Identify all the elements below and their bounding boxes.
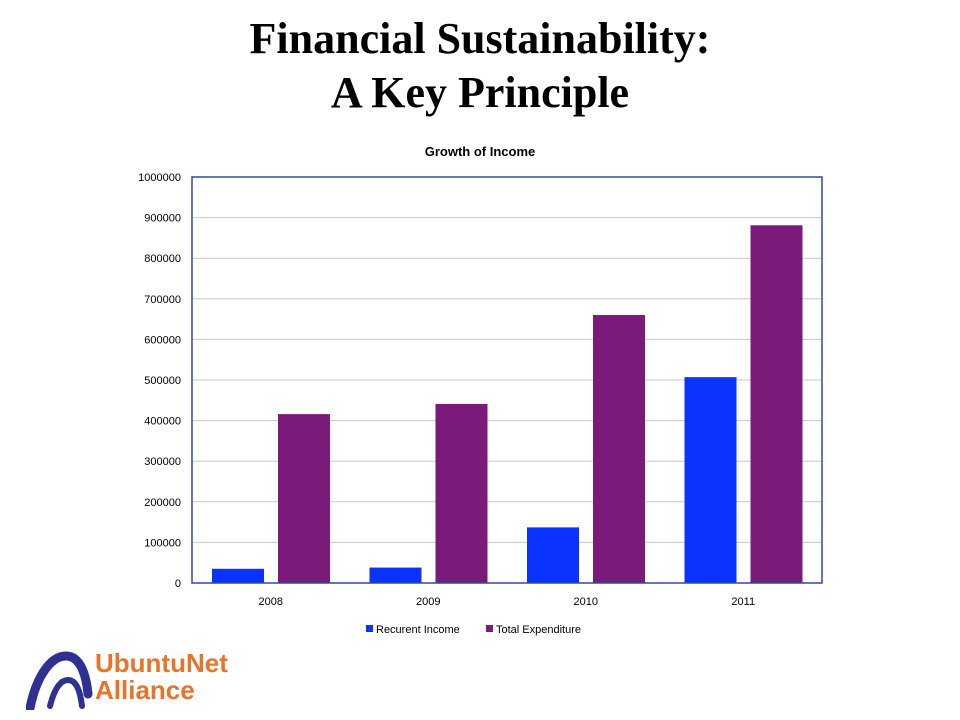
- bar-total-expenditure-2009: [435, 403, 488, 583]
- bar-recurent-income-2008: [212, 568, 264, 583]
- x-tick-label: 2011: [731, 596, 755, 608]
- legend-label: Total Expenditure: [496, 624, 581, 636]
- y-axis-ticks: 0 100000 200000 300000 400000 500000 600000 700…: [138, 172, 181, 590]
- logo-swoosh-inner-icon: [47, 676, 85, 709]
- logo-line-1: UbuntuNet: [95, 648, 228, 678]
- y-tick-label: 500000: [144, 375, 181, 387]
- slide-title-line-2: A Key Principle: [330, 68, 630, 117]
- slide-title-line-1: Financial Sustainability:: [249, 14, 711, 63]
- y-tick-label: 1000000: [138, 172, 181, 184]
- y-tick-label: 400000: [144, 416, 181, 428]
- logo-swoosh-icon: [26, 651, 93, 710]
- x-tick-label: 2010: [574, 596, 598, 608]
- bar-total-expenditure-2011: [750, 225, 803, 583]
- y-tick-label: 0: [175, 578, 181, 590]
- bar-total-expenditure-2008: [278, 414, 330, 583]
- y-tick-label: 900000: [144, 213, 181, 225]
- bar-recurent-income-2010: [527, 527, 579, 583]
- y-tick-label: 100000: [144, 537, 181, 549]
- x-tick-label: 2009: [416, 596, 440, 608]
- logo-line-2: Alliance: [95, 675, 195, 705]
- y-tick-label: 600000: [144, 334, 181, 346]
- x-tick-label: 2008: [259, 596, 283, 608]
- y-tick-label: 800000: [144, 253, 181, 265]
- legend-swatch: [486, 625, 493, 632]
- y-tick-label: 200000: [144, 497, 181, 509]
- x-axis-ticks: 2008 2009 2010 2011: [259, 596, 756, 608]
- y-tick-label: 700000: [144, 294, 181, 306]
- bar-total-expenditure-2010: [593, 315, 645, 583]
- legend-label: Recurent Income: [376, 624, 460, 636]
- bar-recurent-income-2009: [369, 567, 422, 583]
- bar-recurent-income-2011: [684, 377, 737, 583]
- bar-chart: Growth of Income 0 100000 200000 300000 4000…: [138, 144, 823, 636]
- ubuntunet-logo-mark: [26, 651, 93, 710]
- plot-frame: [191, 176, 823, 584]
- chart-bars: [212, 225, 803, 583]
- chart-title: Growth of Income: [425, 144, 536, 159]
- slide-title: Financial Sustainability: A Key Principl…: [0, 12, 960, 120]
- logo-text: UbuntuNet Alliance: [95, 650, 228, 704]
- legend-swatch: [366, 625, 373, 632]
- chart-legend: Recurent Income Total Expenditure: [366, 624, 581, 636]
- y-tick-label: 300000: [144, 456, 181, 468]
